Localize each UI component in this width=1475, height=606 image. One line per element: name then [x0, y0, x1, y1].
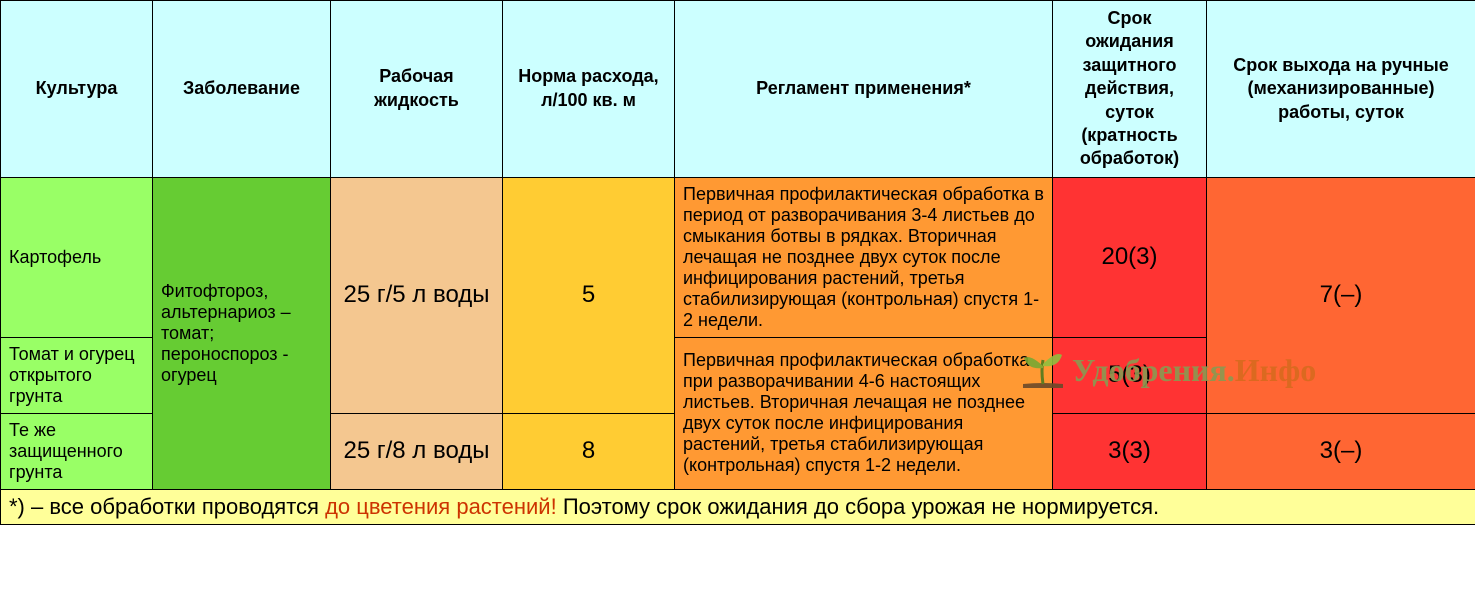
cell-regimen: Первичная профилактическая обработка в п…: [675, 177, 1053, 337]
footnote-cell: *) – все обработки проводятся до цветени…: [1, 489, 1475, 524]
cell-liquid: 25 г/8 л воды: [331, 413, 503, 489]
footnote-prefix: *) – все обработки проводятся: [9, 494, 325, 519]
cell-rate: 5: [503, 177, 675, 413]
cell-liquid: 25 г/5 л воды: [331, 177, 503, 413]
col-header-disease: Заболевание: [153, 1, 331, 178]
footnote-suffix: Поэтому срок ожидания до сбора урожая не…: [557, 494, 1159, 519]
footnote-accent: до цветения растений!: [325, 494, 557, 519]
col-header-exit: Срок выхода на ручные (механизированные)…: [1207, 1, 1475, 178]
cell-rate: 8: [503, 413, 675, 489]
cell-exit: 7(–): [1207, 177, 1475, 413]
cell-culture: Томат и огурец открытого грунта: [1, 337, 153, 413]
col-header-rate: Норма расхода, л/100 кв. м: [503, 1, 675, 178]
cell-wait: 20(3): [1053, 177, 1207, 337]
col-header-liquid: Рабочая жидкость: [331, 1, 503, 178]
table-footnote-row: *) – все обработки проводятся до цветени…: [1, 489, 1475, 524]
pesticide-usage-table: Культура Заболевание Рабочая жидкость Но…: [0, 0, 1475, 525]
cell-culture: Картофель: [1, 177, 153, 337]
cell-wait: 5(3): [1053, 337, 1207, 413]
col-header-culture: Культура: [1, 1, 153, 178]
col-header-regimen: Регламент применения*: [675, 1, 1053, 178]
cell-exit: 3(–): [1207, 413, 1475, 489]
cell-wait: 3(3): [1053, 413, 1207, 489]
cell-regimen: Первичная профилактическая обработка при…: [675, 337, 1053, 489]
col-header-wait: Срок ожидания защитного действия, суток …: [1053, 1, 1207, 178]
cell-disease: Фитофтороз, альтернариоз – томат; пероно…: [153, 177, 331, 489]
cell-culture: Те же защищенного грунта: [1, 413, 153, 489]
table-row: Картофель Фитофтороз, альтернариоз – том…: [1, 177, 1475, 337]
